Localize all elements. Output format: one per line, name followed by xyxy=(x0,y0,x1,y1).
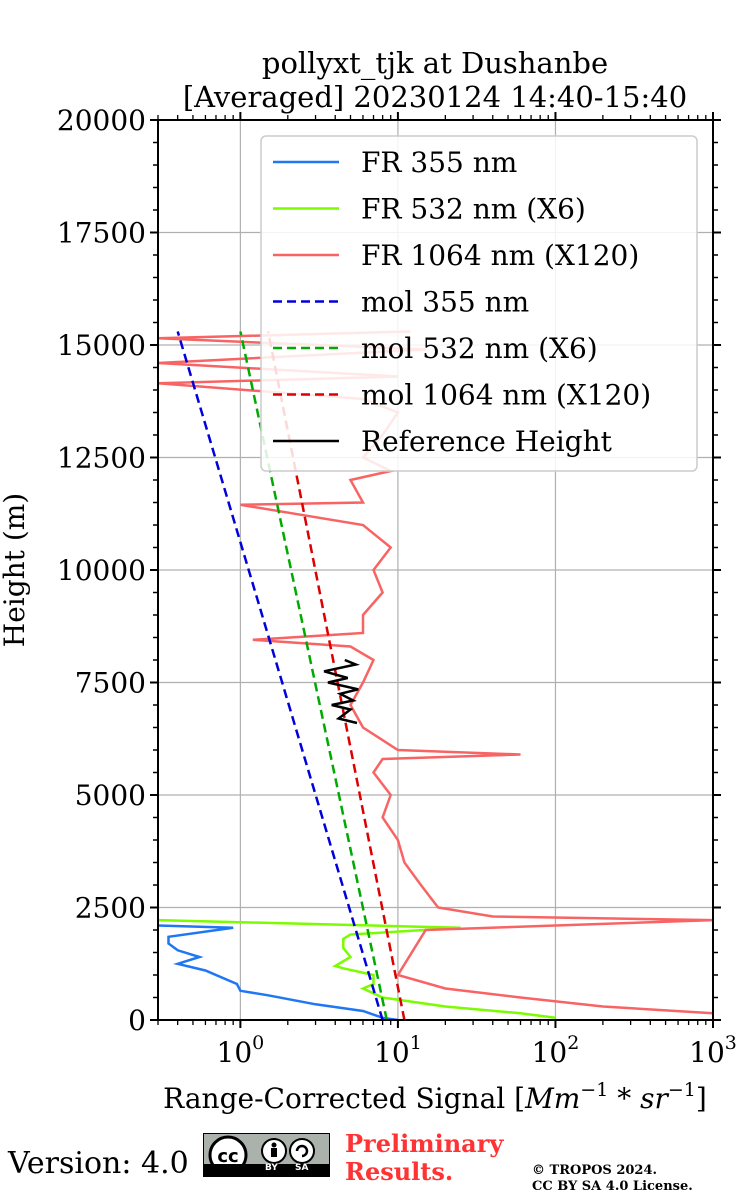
y-axis-label: Height (m) xyxy=(0,493,31,647)
legend-label: FR 355 nm xyxy=(361,146,517,179)
chart-title: pollyxt_tjk at Dushanbe xyxy=(262,46,608,81)
share-alike-icon xyxy=(289,1138,315,1164)
y-tick-label: 0 xyxy=(128,1004,146,1037)
preliminary-notice: Preliminary Results. xyxy=(345,1130,503,1186)
y-tick-label: 2500 xyxy=(75,892,146,925)
series-line-reference-height xyxy=(323,658,361,725)
preliminary-line-1: Preliminary xyxy=(345,1129,504,1158)
copyright-line-2: CC BY SA 4.0 License. xyxy=(532,1179,693,1194)
copyright-line-1: © TROPOS 2024. xyxy=(532,1163,658,1178)
legend: FR 355 nm FR 532 nm (X6) FR 1064 nm (X120)… xyxy=(260,135,698,472)
series-line-fr-532-nm-x6 xyxy=(158,918,556,1020)
y-tick-label: 20000 xyxy=(57,104,146,137)
cc-by-label: BY xyxy=(265,1163,278,1173)
series-line-fr-355-nm xyxy=(158,924,399,1020)
legend-label: FR 1064 nm (X120) xyxy=(361,239,639,272)
cc-logo-icon xyxy=(208,1135,248,1164)
y-tick-label: 15000 xyxy=(57,329,146,362)
x-tick-label: 103 xyxy=(689,1032,737,1069)
cc-logo-text: cc xyxy=(217,1146,238,1164)
legend-label: Reference Height xyxy=(361,425,613,458)
legend-label: mol 1064 nm (X120) xyxy=(361,379,651,412)
cc-license-badge[interactable]: cc BY SA xyxy=(203,1133,330,1177)
legend-label: mol 355 nm xyxy=(361,286,529,319)
y-tick-label: 17500 xyxy=(57,217,146,250)
chart-subtitle: [Averaged] 20230124 14:40-15:40 xyxy=(183,80,687,114)
legend-box xyxy=(260,135,698,472)
series-line-mol-532-nm-x6 xyxy=(239,331,389,1020)
y-tick-label: 7500 xyxy=(75,667,146,700)
preliminary-line-2: Results. xyxy=(345,1157,454,1186)
legend-label: FR 532 nm (X6) xyxy=(361,193,586,226)
copyright-notice: © TROPOS 2024. CC BY SA 4.0 License. xyxy=(532,1163,693,1195)
x-axis-label: Range-Corrected Signal [Mm−1 * sr−1] xyxy=(163,1079,707,1115)
lidar-profile-chart: pollyxt_tjk at Dushanbe [Averaged] 20230… xyxy=(0,46,737,1115)
y-tick-label: 10000 xyxy=(57,554,146,587)
y-tick-label: 12500 xyxy=(57,442,146,475)
axis-ticks: 0 2500 5000 7500 10000 12500 15000 17500 20000 10… xyxy=(57,104,737,1069)
legend-label: mol 532 nm (X6) xyxy=(361,332,598,365)
series-line-mol-355-nm xyxy=(176,331,384,1020)
cc-sa-label: SA xyxy=(295,1163,309,1173)
series-group xyxy=(158,330,713,1020)
x-tick-label: 101 xyxy=(374,1032,422,1069)
x-tick-label: 100 xyxy=(217,1032,265,1069)
y-tick-label: 5000 xyxy=(75,779,146,812)
x-tick-label: 102 xyxy=(532,1032,580,1069)
version-label: Version: 4.0 xyxy=(8,1146,189,1181)
